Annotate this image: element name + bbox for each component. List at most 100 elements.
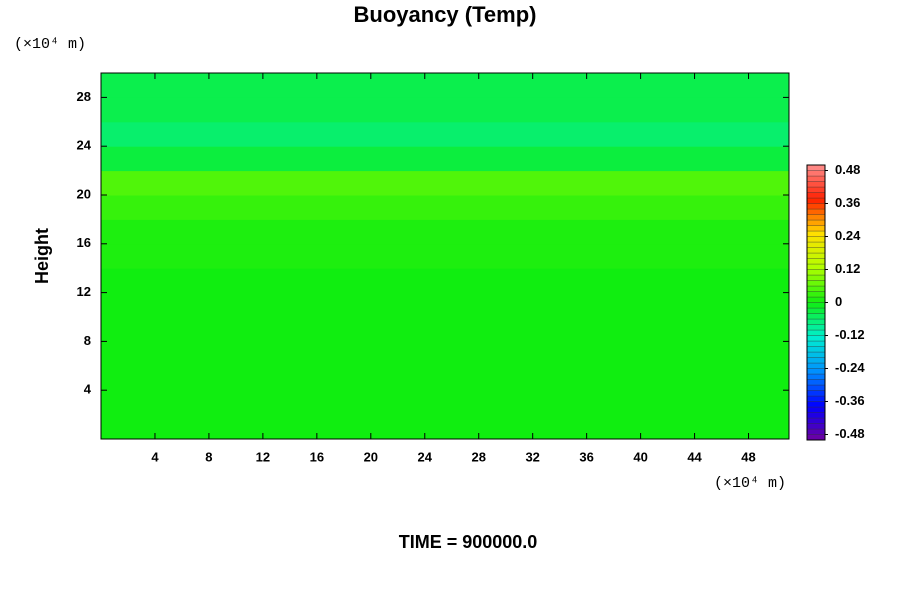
heat-band — [101, 268, 789, 294]
colorbar-step — [806, 329, 826, 336]
colorbar-tick-label: 0.48 — [835, 162, 860, 177]
heat-band — [101, 243, 789, 269]
colorbar-step — [806, 236, 826, 243]
colorbar-step — [806, 291, 826, 298]
x-tick-label: 4 — [151, 449, 159, 464]
footer: TIME = 900000.0 — [399, 532, 538, 552]
colorbar-step — [806, 181, 826, 188]
colorbar-step — [806, 241, 826, 248]
colorbar-step — [806, 324, 826, 331]
colorbar-step — [806, 395, 826, 402]
colorbar-step — [806, 428, 826, 435]
colorbar-step — [806, 417, 826, 424]
colorbar-step — [806, 406, 826, 413]
colorbar-step — [806, 269, 826, 276]
x-tick-label: 44 — [687, 449, 702, 464]
colorbar-step — [806, 307, 826, 314]
colorbar-step — [806, 208, 826, 215]
y-tick-label: 8 — [84, 333, 91, 348]
y-tick-label: 20 — [77, 186, 91, 201]
colorbar-step — [806, 423, 826, 430]
colorbar-step — [806, 164, 826, 171]
heat-band — [101, 414, 789, 440]
colorbar-step — [806, 230, 826, 237]
y-axis-label: Height — [32, 228, 52, 284]
colorbar-tick-label: -0.24 — [835, 360, 865, 375]
heat-band — [101, 390, 789, 416]
colorbar-step — [806, 170, 826, 177]
x-tick-label: 20 — [364, 449, 378, 464]
colorbar-step — [806, 175, 826, 182]
colorbar-tick-label: 0 — [835, 294, 842, 309]
colorbar-tick-label: -0.48 — [835, 426, 865, 441]
colorbar-step — [806, 280, 826, 287]
colorbar-step — [806, 192, 826, 199]
colorbar-step — [806, 285, 826, 292]
heat-band — [101, 365, 789, 391]
colorbar-step — [806, 384, 826, 391]
y-tick-label: 4 — [84, 382, 92, 397]
colorbar-step — [806, 412, 826, 419]
x-unit: (×10⁴ m) — [714, 475, 786, 492]
heat-band — [101, 317, 789, 342]
colorbar-step — [806, 362, 826, 369]
y-tick-label: 16 — [77, 235, 91, 250]
x-tick-label: 28 — [471, 449, 485, 464]
colorbar-step — [806, 390, 826, 397]
colorbar-step — [806, 346, 826, 353]
y-tick-label: 12 — [77, 284, 91, 299]
x-tick-label: 16 — [310, 449, 324, 464]
x-tick-label: 40 — [633, 449, 647, 464]
y-tick-label: 24 — [77, 138, 92, 153]
plot-frame — [100, 72, 790, 440]
colorbar-step — [806, 263, 826, 270]
colorbar-step — [806, 296, 826, 303]
colorbar-step — [806, 373, 826, 380]
colorbar-tick-label: -0.36 — [835, 393, 865, 408]
x-tick-label: 48 — [741, 449, 755, 464]
x-tick-label: 36 — [579, 449, 593, 464]
heat-band — [101, 195, 789, 220]
colorbar-tick-label: -0.12 — [835, 327, 865, 342]
colorbar-tick-label: 0.36 — [835, 195, 860, 210]
heat-band — [101, 146, 789, 172]
colorbar-step — [806, 379, 826, 386]
x-tick-label: 12 — [256, 449, 270, 464]
heat-band — [101, 292, 789, 318]
colorbar-step — [806, 368, 826, 375]
colorbar-step — [806, 335, 826, 342]
chart-title: Buoyancy (Temp) — [354, 2, 537, 27]
colorbar-step — [806, 401, 826, 408]
colorbar-step — [806, 197, 826, 204]
colorbar-step — [806, 302, 826, 309]
colorbar-step — [806, 214, 826, 221]
heat-band — [101, 97, 789, 123]
colorbar-tick-label: 0.12 — [835, 261, 860, 276]
heat-band — [101, 341, 789, 367]
heat-band — [101, 121, 789, 147]
colorbar-step — [806, 258, 826, 265]
colorbar-step — [806, 357, 826, 364]
colorbar-step — [806, 186, 826, 193]
colorbar-step — [806, 351, 826, 358]
colorbar-step — [806, 340, 826, 347]
colorbar-step — [806, 434, 826, 441]
x-tick-label: 8 — [205, 449, 212, 464]
colorbar-tick-label: 0.24 — [835, 228, 861, 243]
colorbar-step — [806, 274, 826, 281]
x-tick-label: 24 — [418, 449, 433, 464]
colorbar-step — [806, 313, 826, 320]
x-tick-label: 32 — [525, 449, 539, 464]
heat-band — [101, 170, 789, 196]
colorbar-step — [806, 225, 826, 232]
y-tick-label: 28 — [77, 89, 91, 104]
heat-band — [101, 219, 789, 245]
colorbar-step — [806, 219, 826, 226]
heat-band — [101, 73, 789, 98]
colorbar-step — [806, 252, 826, 259]
colorbar-step — [806, 318, 826, 325]
colorbar-step — [806, 247, 826, 254]
colorbar-step — [806, 203, 826, 210]
